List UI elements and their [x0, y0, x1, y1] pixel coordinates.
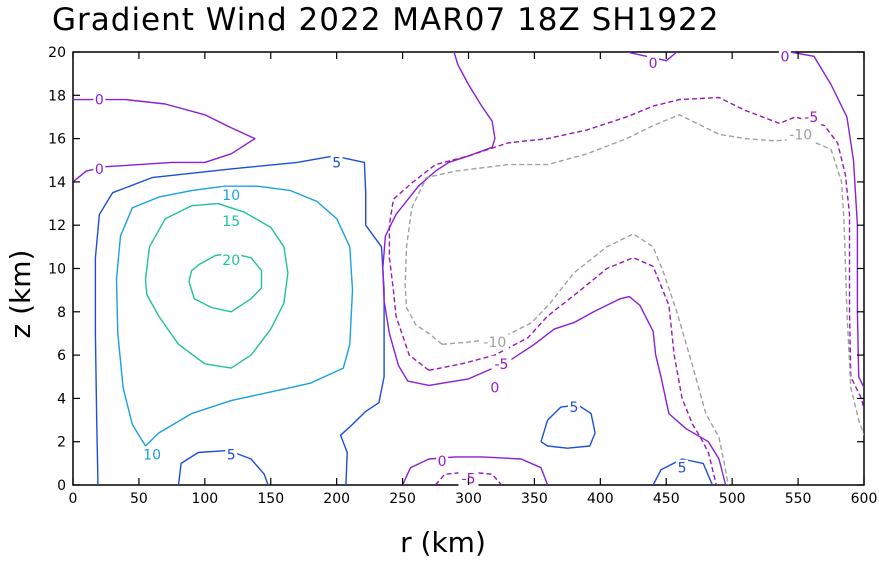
y-tick-label-4: 8 [57, 305, 66, 321]
x-axis: 0 50 100 150 200 250 300 350 400 450 500 550 600 [69, 52, 878, 507]
y-tick-label-5: 10 [48, 262, 66, 278]
x-tick-label-11: 550 [785, 491, 812, 507]
contour-label-6: 5 [570, 400, 579, 416]
x-tick-label-12: 600 [851, 491, 878, 507]
contour-label-13: 0 [438, 454, 447, 470]
y-tick-label-10: 20 [48, 45, 66, 61]
chart-title: Gradient Wind 2022 MAR07 18Z SH1922 [52, 2, 720, 38]
x-axis-label: r (km) [400, 526, 486, 559]
y-tick-label-7: 14 [48, 175, 66, 191]
contour-line-level-0-8 [382, 52, 727, 485]
x-tick-label-1: 50 [130, 491, 148, 507]
plot-frame [72, 51, 865, 486]
x-tick-label-3: 150 [257, 491, 284, 507]
contour-label-15: -5 [494, 357, 508, 373]
x-tick-label-10: 500 [719, 491, 746, 507]
contour-label-12: 0 [490, 381, 499, 397]
contour-label-1: 15 [222, 214, 240, 230]
y-tick-label-9: 18 [48, 88, 66, 104]
contour-line-level-15-1 [144, 202, 289, 369]
contour-label-11: 0 [780, 49, 789, 65]
contour-line-level-0-10 [790, 52, 864, 388]
contour-label-8: 0 [95, 93, 104, 109]
contour-line-level-0-7 [73, 98, 256, 183]
contour-line-level-5-4 [177, 449, 269, 485]
contour-label-0: 20 [222, 253, 240, 269]
contour-line-level--5-12 [388, 96, 864, 410]
contour-line-level--5-13 [428, 257, 717, 485]
x-tick-label-6: 300 [455, 491, 482, 507]
contour-label-9: 0 [95, 162, 104, 178]
contour-label-4: 5 [332, 155, 341, 171]
contour-label-17: -10 [789, 127, 812, 143]
contour-label-7: 5 [678, 461, 687, 477]
y-tick-label-8: 16 [48, 132, 66, 148]
contour-label-2: 10 [222, 188, 240, 204]
contour-line-level-0-11 [401, 456, 549, 485]
contour-label-bg-8 [93, 91, 106, 108]
contour-line-level-10-2 [115, 185, 354, 447]
contour-lines [73, 52, 864, 485]
y-tick-label-1: 2 [57, 435, 66, 451]
contour-label-bg-11 [778, 48, 791, 65]
x-tick-label-4: 200 [323, 491, 350, 507]
contour-label-18: -10 [483, 335, 506, 351]
contour-label-bg-13 [436, 453, 449, 470]
contour-label-10: 0 [649, 56, 658, 72]
contour-label-bg-3 [142, 446, 163, 463]
contour-line-level--10-15 [404, 114, 864, 436]
contour-line-level-20-0 [188, 252, 263, 313]
contour-label-bg-17 [786, 126, 815, 143]
contour-label-5: 5 [227, 448, 236, 464]
contour-label-bg-9 [93, 160, 106, 177]
x-tick-label-2: 100 [191, 491, 218, 507]
contour-label-bg-18 [480, 334, 509, 351]
contour-line-level-5-5 [540, 404, 596, 449]
x-tick-label-8: 400 [587, 491, 614, 507]
contour-label-bg-7 [676, 459, 689, 476]
y-tick-label-6: 12 [48, 218, 66, 234]
contour-label-bg-14 [801, 108, 822, 125]
contour-label-3: 10 [143, 448, 161, 464]
contour-label-bg-15 [491, 355, 512, 372]
contour-label-bg-2 [221, 186, 242, 203]
y-axis: 0 2 4 6 8 10 12 14 16 18 20 [48, 45, 864, 494]
contour-line-level-5-3 [94, 155, 385, 485]
contour-label-14: -5 [804, 110, 818, 126]
y-axis-label: z (km) [4, 250, 37, 339]
x-tick-label-5: 250 [389, 491, 416, 507]
contour-label-bg-0 [221, 251, 242, 268]
x-tick-label-7: 350 [521, 491, 548, 507]
y-tick-label-3: 6 [57, 348, 66, 364]
contour-line-level--10-16 [442, 233, 729, 485]
contour-label-bg-12 [488, 379, 501, 396]
y-tick-label-2: 4 [57, 391, 66, 407]
contour-label-bg-1 [221, 212, 242, 229]
contour-line-level--5-14 [434, 471, 503, 485]
contour-label-bg-6 [567, 399, 580, 416]
contour-line-level-5-6 [652, 458, 714, 485]
contour-label-bg-5 [225, 446, 238, 463]
x-tick-label-0: 0 [69, 491, 78, 507]
contour-label-bg-10 [647, 54, 660, 71]
contour-label-bg-4 [330, 154, 343, 171]
y-tick-label-0: 0 [57, 478, 66, 494]
x-tick-label-9: 450 [653, 491, 680, 507]
